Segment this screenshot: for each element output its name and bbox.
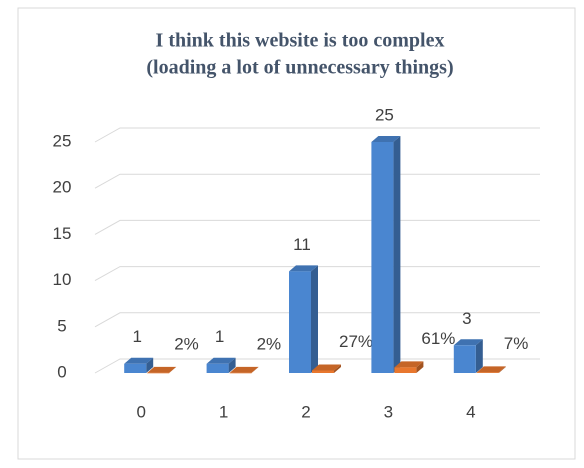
y-tick-label: 15 (53, 224, 72, 243)
grid-line (94, 127, 540, 143)
data-label: 27% (339, 332, 373, 351)
x-tick-label: 3 (384, 402, 393, 421)
bar-face (476, 366, 506, 373)
bar (289, 265, 318, 373)
bar-face (206, 363, 229, 373)
data-label: 1 (132, 327, 141, 346)
bar-face (206, 357, 236, 364)
data-label: 25 (375, 105, 394, 124)
x-tick-label: 1 (219, 402, 228, 421)
bar (147, 366, 177, 374)
bar (371, 136, 401, 373)
bar (124, 357, 154, 373)
bar-face (289, 265, 318, 272)
bar-face (393, 136, 401, 373)
x-tick-label: 4 (466, 402, 475, 421)
x-tick-label: 0 (136, 402, 145, 421)
data-label: 2% (174, 334, 199, 353)
bar-face (371, 136, 401, 142)
y-tick-label: 20 (53, 178, 72, 197)
data-label: 3 (462, 309, 471, 328)
bar-face (371, 142, 394, 373)
bar-face (416, 361, 424, 373)
data-label: 61% (421, 329, 455, 348)
bar-face (453, 345, 476, 373)
y-tick-label: 5 (57, 316, 66, 335)
data-label: 7% (504, 334, 529, 353)
bar-face (229, 366, 259, 373)
x-tick-label: 2 (301, 402, 310, 421)
bar (453, 339, 483, 373)
bar-face (124, 357, 154, 364)
bar-face (311, 265, 318, 373)
bar-face (453, 339, 483, 346)
bar-face (312, 370, 334, 373)
bar-face (169, 366, 177, 373)
chart-border (17, 7, 576, 460)
bar-face (476, 372, 499, 373)
bar-face (229, 372, 252, 374)
bar (394, 361, 424, 373)
bar-face (251, 366, 259, 373)
bar-face (146, 357, 154, 373)
bar-face (394, 361, 424, 368)
bar-face (289, 271, 311, 373)
data-label: 1 (215, 327, 224, 346)
bar-face (147, 372, 170, 374)
y-tick-label: 10 (53, 270, 72, 289)
bar (206, 357, 236, 373)
y-tick-label: 25 (53, 131, 72, 150)
data-label: 2% (257, 334, 282, 353)
bar-face (147, 366, 177, 373)
bar (312, 364, 341, 373)
bar-face (475, 339, 483, 373)
chart-title: I think this website is too complex (156, 30, 445, 52)
bar-face (394, 367, 417, 373)
bar (229, 366, 259, 374)
bar-face (124, 363, 147, 373)
bar (476, 366, 506, 373)
bar-face (498, 366, 506, 373)
data-label: 11 (293, 235, 311, 254)
chart-title: (loading a lot of unnecessary things) (146, 57, 453, 79)
y-tick-label: 0 (57, 362, 66, 381)
bar-face (228, 357, 236, 373)
bar-face (334, 364, 341, 373)
bar-face (312, 364, 341, 371)
